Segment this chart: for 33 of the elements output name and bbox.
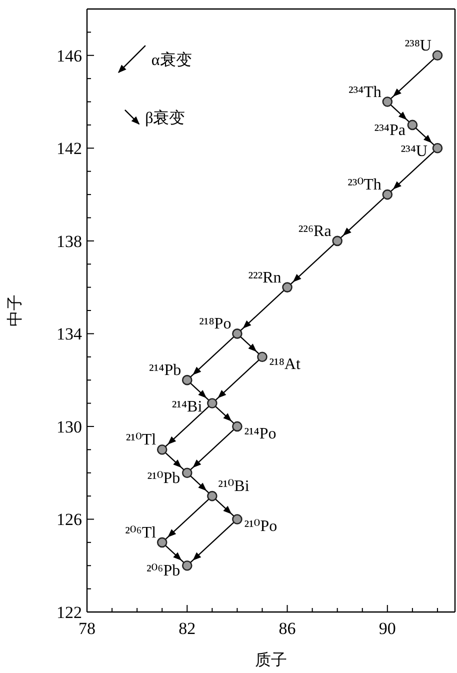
annotation: ²¹⁰Po (244, 518, 278, 536)
annotation: ²⁰⁶Pb (146, 562, 180, 580)
annotation: ²¹⁴Bi (172, 398, 203, 416)
annotation: ²³⁴U (400, 143, 428, 160)
y-tick-label: 142 (56, 139, 82, 158)
x-tick-label: 86 (278, 619, 296, 638)
legend-label: β衰变 (145, 109, 186, 127)
annotation: ²¹⁴Pb (149, 362, 182, 380)
y-tick-label: 126 (56, 510, 82, 530)
y-tick-label: 138 (56, 232, 82, 251)
annotation: ²¹⁰Bi (218, 478, 250, 496)
annotation: ²¹⁴Po (244, 425, 276, 442)
annotation: ²³⁸U (404, 37, 432, 54)
y-tick-label: 146 (56, 46, 82, 66)
annotation: ²³⁴Th (348, 84, 382, 101)
annotation: ²¹⁰Tl (126, 432, 157, 449)
x-tick-label: 90 (378, 619, 396, 638)
y-tick-label: 130 (56, 417, 82, 436)
annotation: ²¹⁸At (269, 356, 301, 373)
annotation: ²⁰⁶Tl (125, 524, 157, 542)
annotation: ²²⁶Ra (298, 222, 332, 240)
legend-label: α衰变 (151, 51, 192, 69)
annotation: ²¹⁸Po (199, 316, 232, 333)
y-tick-label: 134 (56, 324, 82, 344)
x-axis-title: 质子 (255, 651, 287, 669)
y-axis-title: 中子 (6, 294, 24, 326)
annotation: ²²²Rn (248, 269, 282, 286)
annotation: ²¹⁰Pb (147, 470, 180, 487)
annotation: ²³⁰Th (348, 176, 382, 194)
annotation: ²³⁴Pa (374, 122, 406, 139)
y-tick-label: 122 (56, 603, 82, 622)
x-tick-label: 82 (178, 619, 196, 638)
x-tick-label: 78 (78, 619, 96, 638)
